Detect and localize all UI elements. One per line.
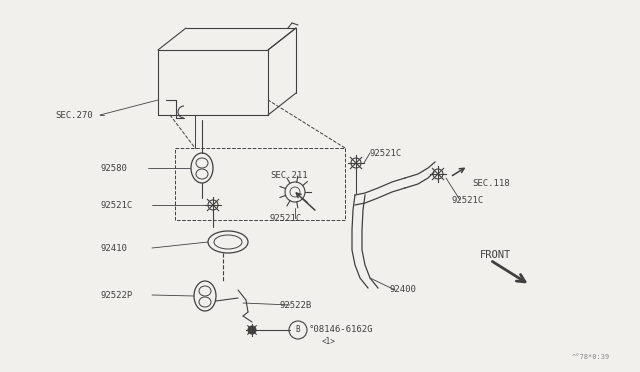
Text: 92580: 92580	[100, 164, 127, 173]
Text: FRONT: FRONT	[480, 250, 511, 260]
Text: 92522P: 92522P	[100, 291, 132, 299]
Text: SEC.118: SEC.118	[472, 179, 509, 187]
Text: <1>: <1>	[322, 337, 336, 346]
Text: 92410: 92410	[100, 244, 127, 253]
Text: 92521C: 92521C	[270, 214, 302, 222]
Text: 92521C: 92521C	[370, 148, 403, 157]
Text: SEC.270: SEC.270	[55, 110, 93, 119]
Text: 92521C: 92521C	[100, 201, 132, 209]
Text: 92521C: 92521C	[452, 196, 484, 205]
Text: 92522B: 92522B	[280, 301, 312, 310]
Text: ^°78*0:39: ^°78*0:39	[572, 354, 610, 360]
Text: SEC.211: SEC.211	[270, 170, 308, 180]
Circle shape	[248, 326, 256, 334]
Text: °08146-6162G: °08146-6162G	[309, 326, 374, 334]
Text: B: B	[296, 326, 300, 334]
Text: 92400: 92400	[390, 285, 417, 295]
